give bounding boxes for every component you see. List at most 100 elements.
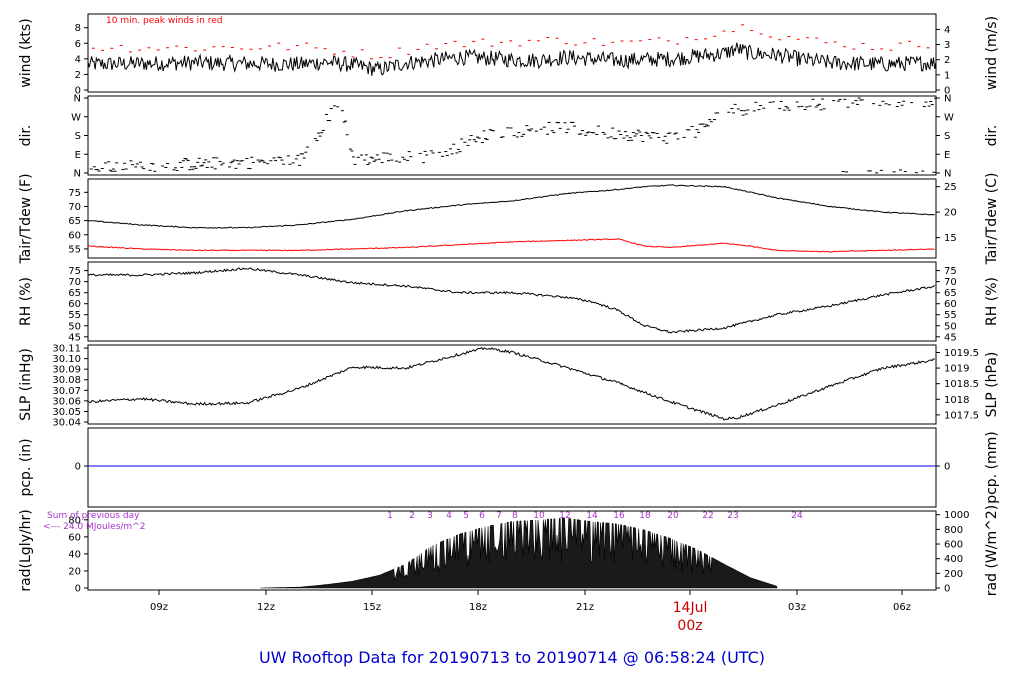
dewpoint-line — [87, 238, 935, 253]
ytick-right-label: W — [944, 112, 954, 123]
radiation-hour-marker: 20 — [667, 511, 679, 521]
ylabel-left-slp: SLP (inHg) — [18, 348, 34, 421]
air-temperature-line — [87, 184, 935, 229]
ytick-left-label: 30.04 — [52, 418, 81, 429]
ytick-left-label: 60 — [68, 532, 81, 543]
ylabel-right-temp: Tair/Tdew (C) — [984, 173, 1000, 266]
xtick-label: 03z — [788, 602, 806, 613]
ylabel-left-dir: dir. — [18, 125, 34, 147]
ytick-left-label: 30.05 — [52, 407, 81, 418]
radiation-note-line1: Sum of previous day — [47, 511, 140, 521]
radiation-hour-marker: 18 — [639, 511, 651, 521]
xtick-label: 18z — [469, 602, 487, 613]
ytick-right-label: 1000 — [944, 510, 969, 521]
ytick-left-label: 2 — [75, 70, 81, 81]
xtick-label: 21z — [576, 602, 594, 613]
ytick-left-label: N — [74, 94, 81, 105]
ytick-right-label: 4 — [944, 25, 950, 36]
ytick-left-label: 4 — [75, 54, 81, 65]
ytick-left-label: 30.10 — [52, 354, 81, 365]
ytick-left-label: 75 — [68, 188, 81, 199]
ylabel-right-rad: rad (W/m^2) — [984, 505, 1000, 596]
ytick-right-label: 0 — [944, 86, 950, 97]
radiation-hour-marker: 8 — [512, 511, 518, 521]
xtick-label: 12z — [257, 602, 275, 613]
ytick-right-label: S — [944, 131, 950, 142]
ytick-left-label: 55 — [68, 310, 81, 321]
radiation-hour-marker: 10 — [533, 511, 545, 521]
ytick-right-label: 50 — [944, 321, 957, 332]
radiation-hour-marker: 14 — [586, 511, 598, 521]
panel-frame-temp — [87, 178, 937, 259]
ytick-right-label: 600 — [944, 540, 963, 551]
ytick-left-label: 30.11 — [52, 344, 81, 355]
ytick-left-label: 30.09 — [52, 365, 81, 376]
ylabel-left-temp: Tair/Tdew (F) — [18, 173, 34, 264]
radiation-hour-marker: 22 — [702, 511, 713, 521]
ytick-right-label: 1018 — [944, 395, 969, 406]
ytick-right-label: 65 — [944, 288, 957, 299]
radiation-hour-marker: 2 — [409, 511, 415, 521]
ytick-left-label: 30.06 — [52, 396, 81, 407]
ytick-right-label: 400 — [944, 554, 963, 565]
ytick-right-label: 2 — [944, 55, 950, 66]
panel-frame-rh — [87, 261, 937, 342]
radiation-hour-marker: 23 — [727, 511, 738, 521]
panel-frame-pcp — [87, 427, 937, 508]
ytick-left-label: 50 — [68, 321, 81, 332]
ytick-right-label: 15 — [944, 233, 957, 244]
ytick-left-label: 70 — [68, 202, 81, 213]
ytick-right-label: 60 — [944, 299, 957, 310]
ytick-right-label: 20 — [944, 208, 957, 219]
ytick-left-label: 65 — [68, 288, 81, 299]
radiation-hour-marker: 16 — [613, 511, 625, 521]
ytick-left-label: 30.07 — [52, 386, 81, 397]
ytick-right-label: 75 — [944, 266, 957, 277]
ytick-left-label: 30.08 — [52, 375, 81, 386]
date-marker-day: 14Jul — [673, 600, 708, 616]
ytick-left-label: 0 — [75, 584, 81, 595]
relative-humidity-line — [87, 267, 936, 334]
ytick-left-label: 40 — [68, 549, 81, 560]
ytick-left-label: 70 — [68, 277, 81, 288]
ytick-left-label: 75 — [68, 266, 81, 277]
solar-radiation-area — [260, 517, 778, 589]
xtick-label: 09z — [150, 602, 168, 613]
ytick-left-label: 60 — [68, 230, 81, 241]
ytick-left-label: 0 — [75, 462, 81, 473]
wind-speed-line — [87, 42, 937, 76]
ytick-right-label: 800 — [944, 525, 963, 536]
figure-footer-title: UW Rooftop Data for 20190713 to 20190714… — [258, 648, 766, 667]
ytick-right-label: 1 — [944, 70, 950, 81]
ytick-right-label: 0 — [944, 584, 950, 595]
ytick-left-label: W — [71, 112, 81, 123]
ylabel-left-wind: wind (kts) — [18, 18, 34, 87]
radiation-note-line2: <--- 24.0 MJoules/m^2 — [43, 522, 145, 532]
panel-frame-wind — [87, 13, 937, 93]
date-marker-time: 00z — [677, 618, 702, 634]
ytick-right-label: 55 — [944, 310, 957, 321]
ytick-right-label: 1019.5 — [944, 348, 979, 359]
radiation-hour-marker: 5 — [463, 511, 469, 521]
ytick-left-label: E — [75, 150, 81, 161]
ytick-right-label: 45 — [944, 332, 957, 343]
radiation-hour-marker: 4 — [446, 511, 452, 521]
ylabel-left-pcp: pcp. (in) — [18, 438, 34, 496]
panel-frame-rad — [87, 510, 937, 591]
ytick-right-label: 70 — [944, 277, 957, 288]
ytick-right-label: 1017.5 — [944, 410, 979, 421]
ytick-right-label: 200 — [944, 569, 963, 580]
xtick-label: 15z — [363, 602, 381, 613]
panel-frame-slp — [87, 344, 937, 425]
xtick-label: 06z — [893, 602, 911, 613]
ylabel-right-slp: SLP (hPa) — [984, 352, 1000, 418]
radiation-hour-marker: 24 — [791, 511, 803, 521]
ylabel-right-pcp: pcp. (mm) — [984, 431, 1000, 504]
ytick-right-label: 1018.5 — [944, 379, 979, 390]
ytick-right-label: 1019 — [944, 364, 969, 375]
ytick-right-label: 0 — [944, 462, 950, 473]
radiation-hour-marker: 3 — [427, 511, 433, 521]
ytick-left-label: 60 — [68, 299, 81, 310]
radiation-hour-marker: 12 — [559, 511, 570, 521]
